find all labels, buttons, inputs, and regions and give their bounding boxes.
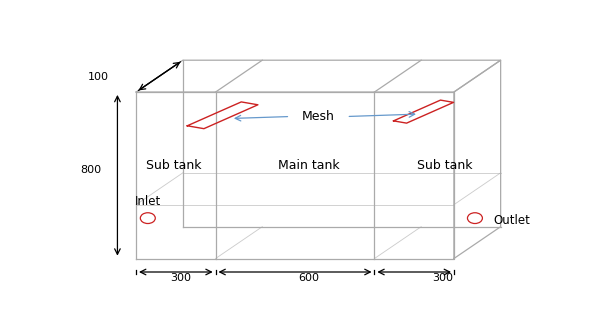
Text: Sub tank: Sub tank [417,159,472,172]
Text: 800: 800 [80,165,101,176]
Text: 300: 300 [170,273,191,283]
Text: 300: 300 [432,273,453,283]
Text: 100: 100 [88,72,109,82]
Text: 600: 600 [298,273,320,283]
Text: Main tank: Main tank [278,159,340,172]
Text: Sub tank: Sub tank [146,159,201,172]
Text: Inlet: Inlet [134,195,161,208]
Text: Outlet: Outlet [494,214,531,227]
Text: Mesh: Mesh [302,110,335,123]
